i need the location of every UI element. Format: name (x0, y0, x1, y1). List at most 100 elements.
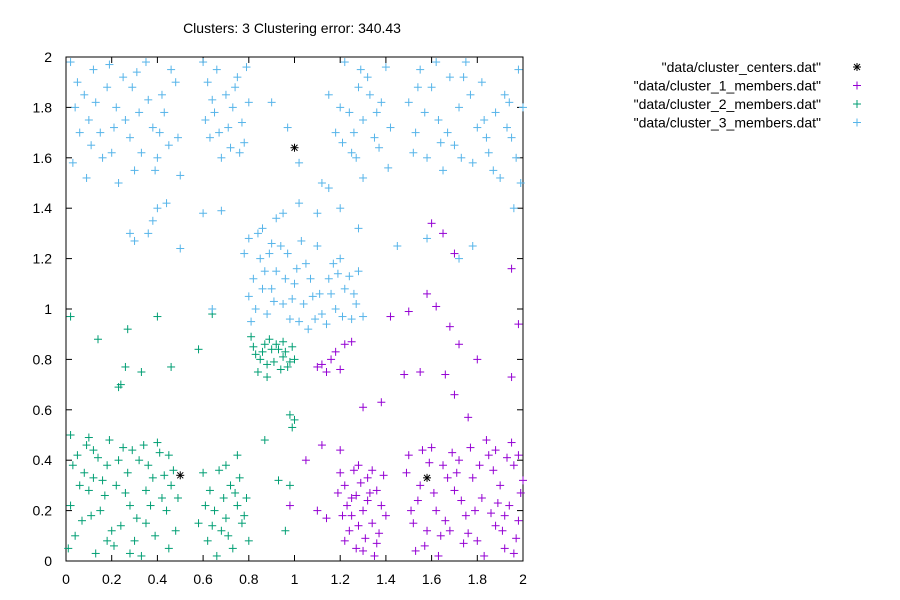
cluster-member-point (285, 357, 294, 366)
cluster-member-point (87, 511, 96, 520)
cluster-member-point (468, 158, 477, 167)
cluster-member-point (112, 481, 121, 490)
cluster-member-point (144, 95, 153, 104)
cluster-member-point (249, 274, 258, 283)
cluster-member-point (377, 501, 386, 510)
cluster-member-point (420, 108, 429, 117)
cluster-member-point (336, 254, 345, 263)
cluster-member-point (226, 143, 235, 152)
cluster-member-point (480, 551, 489, 560)
cluster-member-point (114, 383, 123, 392)
chart-title: Clusters: 3 Clustering error: 340.43 (183, 20, 401, 36)
cluster-member-point (363, 496, 372, 505)
cluster-member-point (445, 73, 454, 82)
cluster-member-point (135, 456, 144, 465)
cluster-member-point (66, 58, 75, 67)
cluster-member-point (91, 549, 100, 558)
cluster-member-point (285, 315, 294, 324)
cluster-member-point (384, 163, 393, 172)
y-tick-label: 0 (44, 553, 52, 569)
cluster-member-point (171, 78, 180, 87)
cluster-member-point (313, 506, 322, 515)
cluster-member-point (336, 365, 345, 374)
cluster-member-point (285, 501, 294, 510)
x-tick-label: 1 (291, 571, 299, 587)
cluster-member-point (359, 312, 368, 321)
cluster-member-point (464, 529, 473, 538)
cluster-member-point (514, 320, 523, 329)
cluster-member-point (372, 539, 381, 548)
cluster-member-point (272, 214, 281, 223)
cluster-member-point (221, 514, 230, 523)
cluster-member-point (288, 423, 297, 432)
cluster-member-point (167, 65, 176, 74)
cluster-member-point (413, 83, 422, 92)
cluster-member-point (313, 209, 322, 218)
cluster-member-point (279, 352, 288, 361)
cluster-member-point (423, 153, 432, 162)
cluster-member-point (432, 58, 441, 67)
cluster-member-point (292, 264, 301, 273)
cluster-member-point (176, 244, 185, 253)
cluster-member-point (267, 98, 276, 107)
cluster-member-point (242, 494, 251, 502)
cluster-member-point (103, 83, 112, 92)
cluster-member-point (263, 373, 272, 382)
cluster-member-point (445, 322, 454, 331)
cluster-member-point (457, 496, 466, 505)
cluster-member-point (411, 128, 420, 137)
cluster-member-point (359, 116, 368, 124)
cluster-member-point (379, 471, 388, 480)
cluster-member-point (87, 141, 96, 150)
cluster-member-point (194, 519, 203, 528)
x-tick-label: 0.8 (239, 571, 259, 587)
cluster-member-point (128, 83, 137, 92)
cluster-member-point (308, 292, 317, 301)
cluster-member-point (64, 544, 73, 553)
cluster-member-point (411, 546, 420, 555)
cluster-member-point (356, 478, 365, 487)
cluster-member-point (247, 317, 256, 326)
cluster-member-point (169, 466, 178, 475)
cluster-member-point (249, 342, 258, 351)
plot-frame (65, 56, 524, 562)
cluster-member-point (203, 78, 212, 87)
cluster-member-point (338, 138, 347, 147)
cluster-member-point (128, 446, 137, 455)
cluster-member-point (279, 209, 288, 218)
cluster-member-point (125, 229, 134, 238)
cluster-member-point (75, 128, 84, 137)
cluster-member-point (509, 204, 518, 213)
cluster-member-point (317, 179, 326, 187)
cluster-member-point (315, 289, 324, 298)
cluster-member-point (121, 362, 130, 371)
cluster-member-point (71, 103, 80, 112)
cluster-member-point (171, 526, 180, 535)
cluster-member-point (468, 473, 477, 482)
cluster-member-point (91, 98, 100, 107)
cluster-member-point (345, 526, 354, 535)
cluster-member-point (155, 448, 164, 457)
cluster-member-point (89, 446, 98, 455)
cluster-member-point (123, 325, 132, 334)
cluster-member-point (466, 443, 475, 452)
cluster-member-point (68, 158, 77, 167)
cluster-member-point (114, 456, 123, 465)
cluster-member-point (164, 544, 173, 553)
cluster-member-point (299, 299, 308, 308)
cluster-member-point (340, 340, 349, 349)
cluster-member-point (201, 116, 210, 124)
cluster-member-point (123, 468, 132, 477)
cluster-member-point (347, 315, 356, 324)
cluster-member-point (258, 347, 267, 356)
cluster-member-point (279, 299, 288, 308)
cluster-member-point (244, 98, 253, 107)
cluster-member-point (509, 549, 518, 558)
cluster-member-point (269, 297, 278, 306)
cluster-member-point (164, 141, 173, 150)
cluster-member-point (455, 254, 464, 263)
cluster-member-point (427, 219, 436, 228)
cluster-member-point (473, 123, 482, 132)
cluster-member-point (135, 108, 144, 117)
cluster-member-point (336, 103, 345, 112)
